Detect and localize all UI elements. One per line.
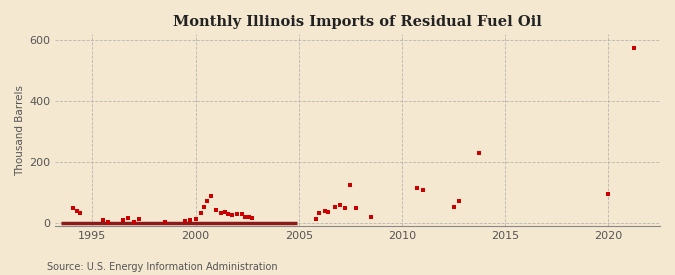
Point xyxy=(199,205,210,209)
Point xyxy=(226,213,237,217)
Point xyxy=(211,208,221,212)
Point xyxy=(190,217,201,221)
Point xyxy=(474,151,485,155)
Point xyxy=(314,211,325,215)
Point xyxy=(128,220,139,224)
Point xyxy=(345,183,356,188)
Point xyxy=(335,203,346,207)
Point xyxy=(68,206,79,210)
Point xyxy=(232,212,242,216)
Point xyxy=(240,215,251,219)
Point xyxy=(159,220,170,224)
Point xyxy=(216,211,227,215)
Point xyxy=(350,206,361,210)
Point xyxy=(417,188,428,192)
Point xyxy=(185,218,196,222)
Point xyxy=(75,211,86,216)
Point xyxy=(448,205,459,209)
Point xyxy=(244,214,254,219)
Point xyxy=(366,215,377,219)
Point xyxy=(340,206,350,210)
Point xyxy=(236,212,247,216)
Point xyxy=(103,220,113,224)
Point xyxy=(97,218,108,222)
Point xyxy=(180,219,190,223)
Point xyxy=(206,194,217,198)
Point xyxy=(454,198,464,203)
Text: Source: U.S. Energy Information Administration: Source: U.S. Energy Information Administ… xyxy=(47,262,278,272)
Point xyxy=(219,210,230,214)
Point xyxy=(223,211,234,216)
Point xyxy=(323,210,333,214)
Point xyxy=(629,46,640,50)
Point xyxy=(310,217,321,221)
Point xyxy=(319,209,330,213)
Point xyxy=(202,198,213,203)
Point xyxy=(72,209,82,213)
Point xyxy=(412,186,423,191)
Title: Monthly Illinois Imports of Residual Fuel Oil: Monthly Illinois Imports of Residual Fue… xyxy=(173,15,542,29)
Point xyxy=(118,218,129,222)
Point xyxy=(195,211,206,215)
Point xyxy=(123,216,134,221)
Point xyxy=(247,216,258,220)
Y-axis label: Thousand Barrels: Thousand Barrels xyxy=(15,85,25,176)
Point xyxy=(329,205,340,209)
Point xyxy=(134,217,144,221)
Point xyxy=(603,192,614,197)
